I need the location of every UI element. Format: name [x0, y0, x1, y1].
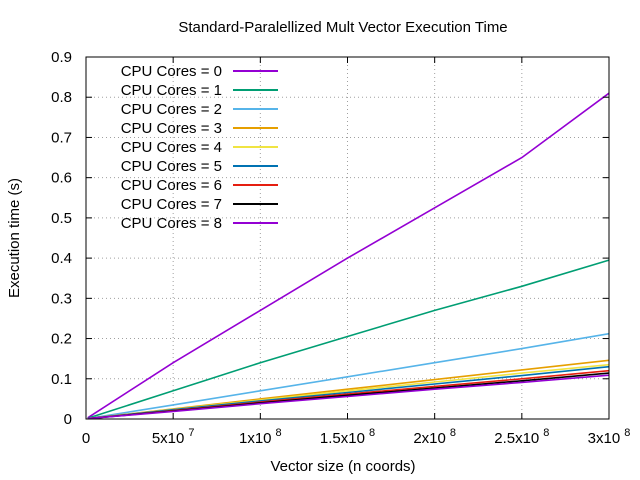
legend-label: CPU Cores = 2 — [121, 101, 222, 118]
y-tick-label: 0.9 — [51, 49, 72, 66]
x-tick-label: 2.5x10 8 — [494, 427, 549, 447]
x-tick-label: 1.5x10 8 — [320, 427, 375, 447]
y-tick-label: 0.7 — [51, 129, 72, 146]
legend-label: CPU Cores = 3 — [121, 120, 222, 137]
legend-label: CPU Cores = 8 — [121, 215, 222, 232]
y-tick-label: 0.4 — [51, 250, 72, 267]
x-axis-title: Vector size (n coords) — [270, 458, 415, 475]
legend-label: CPU Cores = 5 — [121, 158, 222, 175]
series-line-cpu-cores-8 — [87, 374, 610, 420]
y-tick-label: 0.8 — [51, 89, 72, 106]
series-line-cpu-cores-1 — [87, 259, 610, 419]
axis-ticks: 0 0.1 0.2 0.3 0.4 0.5 0.6 0.7 0.8 0.9 0 5x10 7 1x10 8 1… — [51, 49, 630, 447]
y-tick-label: 0.2 — [51, 331, 72, 348]
grid-lines — [86, 57, 609, 419]
y-tick-label: 0.3 — [51, 290, 72, 307]
legend-label: CPU Cores = 1 — [121, 82, 222, 99]
y-tick-label: 0.5 — [51, 210, 72, 227]
x-tick-label: 1x10 8 — [239, 427, 282, 447]
series-line-cpu-cores-2 — [87, 332, 610, 420]
x-tick-label: 3x10 8 — [588, 427, 631, 447]
series-line-cpu-cores-0 — [87, 92, 610, 419]
legend-label: CPU Cores = 4 — [121, 139, 222, 156]
y-tick-label: 0.1 — [51, 371, 72, 388]
legend-label: CPU Cores = 7 — [121, 196, 222, 213]
y-tick-label: 0 — [64, 411, 72, 428]
plot-series — [87, 92, 610, 420]
x-tick-label: 2x10 8 — [413, 427, 456, 447]
y-axis-title: Execution time (s) — [6, 178, 23, 298]
series-line-cpu-cores-5 — [87, 365, 610, 420]
legend-label: CPU Cores = 0 — [121, 63, 222, 80]
x-tick-label: 0 — [82, 430, 90, 447]
y-tick-label: 0.6 — [51, 170, 72, 187]
legend: CPU Cores = 0 CPU Cores = 1 CPU Cores = 2 C… — [121, 63, 278, 232]
legend-label: CPU Cores = 6 — [121, 177, 222, 194]
x-tick-label: 5x10 7 — [152, 427, 195, 447]
chart-title: Standard-Paralellized Mult Vector Execut… — [178, 19, 507, 36]
